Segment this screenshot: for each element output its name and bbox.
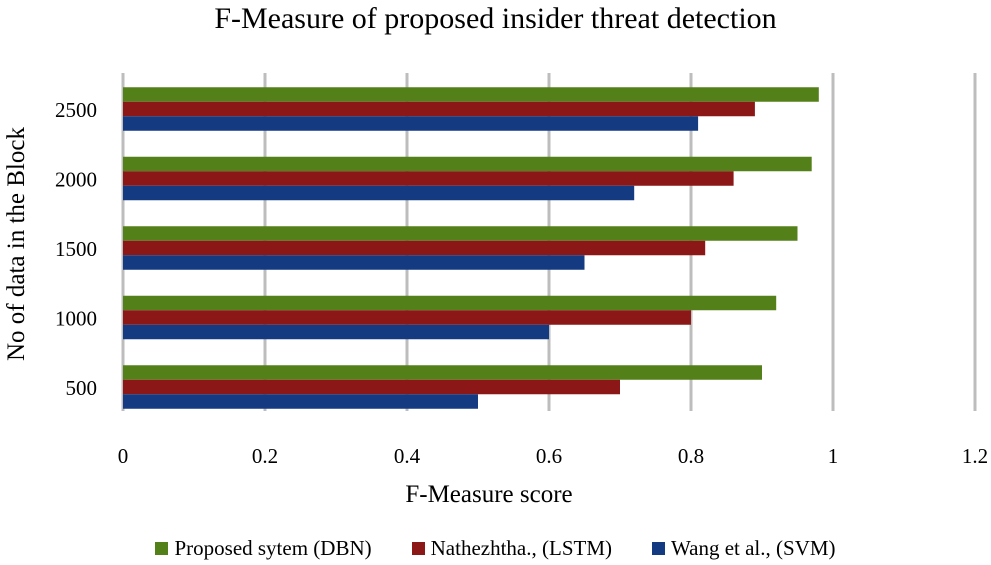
chart-title: F-Measure of proposed insider threat det… [214, 2, 777, 35]
bar-1000-1 [123, 310, 691, 325]
x-tick-label: 0.8 [678, 444, 704, 468]
legend-label: Nathezhtha., (LSTM) [430, 536, 612, 560]
bar-2000-1 [123, 171, 734, 186]
bar-1500-0 [123, 226, 798, 241]
legend-swatch [411, 542, 425, 555]
x-tick-label: 1.2 [962, 444, 988, 468]
x-tick-label: 0.6 [536, 444, 562, 468]
bar-500-0 [123, 365, 762, 380]
bar-500-2 [123, 394, 478, 409]
bar-1500-1 [123, 240, 706, 256]
bar-500-1 [123, 379, 620, 395]
legend-item-dbn: Proposed sytem (DBN) [155, 536, 372, 561]
bar-2000-2 [123, 185, 635, 201]
legend-label: Proposed sytem (DBN) [174, 536, 372, 560]
bar-1000-0 [123, 295, 777, 311]
x-tick-label: 0.2 [252, 444, 278, 468]
bar-1000-2 [123, 324, 549, 340]
legend: Proposed sytem (DBN) Nathezhtha., (LSTM)… [0, 536, 991, 561]
legend-label: Wang et al., (SVM) [671, 536, 836, 560]
y-tick-label: 2000 [55, 168, 97, 192]
legend-swatch [155, 542, 169, 555]
bar-2500-2 [123, 116, 699, 131]
legend-swatch [652, 542, 665, 555]
bar-2500-1 [123, 101, 755, 117]
x-tick-label: 0 [118, 444, 129, 468]
bar-1500-2 [123, 255, 585, 270]
x-tick-label: 1 [828, 444, 839, 468]
x-tick-label: 0.4 [394, 444, 421, 468]
x-axis-label: F-Measure score [405, 481, 573, 508]
y-tick-label: 2500 [55, 98, 97, 122]
y-tick-label: 500 [66, 376, 98, 400]
y-tick-label: 1000 [55, 307, 97, 331]
y-tick-label: 1500 [55, 237, 97, 261]
legend-item-lstm: Nathezhtha., (LSTM) [411, 536, 612, 561]
bar-chart: 0 0.2 0.4 0.6 0.8 1 1.2 500 1000 1500 2000 2500 [55, 73, 988, 468]
bar-2500-0 [123, 87, 819, 102]
bar-2000-0 [123, 156, 812, 172]
legend-item-svm: Wang et al., (SVM) [652, 536, 836, 561]
